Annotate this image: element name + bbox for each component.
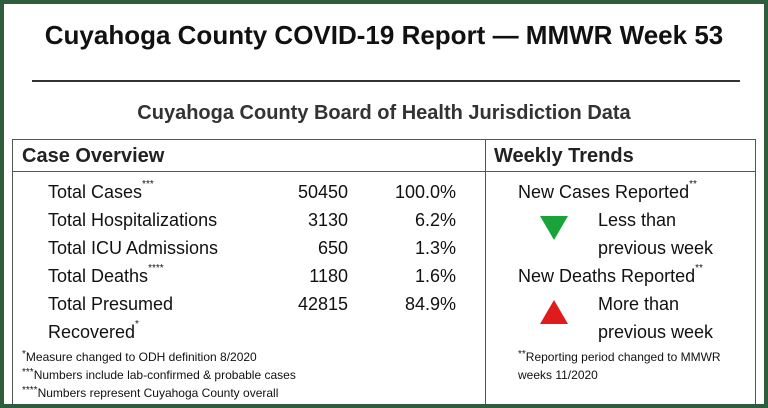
trend-arrow — [540, 300, 568, 324]
row-count: 650 — [317, 238, 348, 258]
row-count: 3130 — [307, 210, 348, 230]
title: Cuyahoga County COVID-19 Report — MMWR W… — [44, 20, 724, 50]
trend-triangle — [540, 216, 568, 240]
column-divider — [485, 139, 486, 404]
footnote-marker: *** — [22, 367, 34, 378]
footnote-marker: * — [22, 349, 26, 360]
section-heading: Weekly Trends — [494, 145, 634, 167]
row-count: 1180 — [309, 266, 348, 286]
row-percent: 84.9% — [404, 294, 456, 314]
footnote-marker: **** — [22, 385, 38, 396]
footnote-text: Measure changed to ODH definition 8/2020 — [25, 350, 257, 364]
row-label: Total Presumed Recovered* — [48, 290, 248, 346]
row-percent: 100.0% — [394, 182, 456, 202]
title-rule — [32, 80, 740, 82]
trend-label-text: New Deaths Reported — [518, 266, 696, 286]
footnote-marker: **** — [148, 263, 164, 274]
footnote-marker: *** — [142, 179, 154, 190]
trend-label-text: New Cases Reported — [518, 182, 690, 202]
row-label: Total ICU Admissions — [48, 234, 248, 262]
footnote: ****Numbers represent Cuyahoga County ov… — [22, 384, 278, 402]
trend-label: New Cases Reported** — [518, 178, 697, 206]
footnote: ***Numbers include lab-confirmed & proba… — [22, 366, 296, 384]
footnote-text: Numbers include lab-confirmed & probable… — [33, 368, 296, 382]
row-percent: 6.2% — [414, 210, 456, 230]
row-label-text: Total Presumed Recovered — [48, 294, 174, 342]
row-label-text: Total Deaths — [48, 266, 149, 286]
row-label-text: Total Hospitalizations — [48, 210, 218, 230]
footnote-text: Reporting period changed to MMWR weeks 1… — [518, 350, 721, 382]
row-label-text: Total Cases — [48, 182, 143, 202]
row-percent: 1.6% — [414, 266, 456, 286]
footnote: *Measure changed to ODH definition 8/202… — [22, 348, 257, 366]
row-label: Total Cases*** — [48, 178, 248, 206]
footnote-marker: * — [135, 319, 139, 330]
footnote: **Reporting period changed to MMWR weeks… — [518, 348, 748, 384]
footnote-text: Numbers represent Cuyahoga County overal… — [37, 386, 279, 400]
trend-label: New Deaths Reported** — [518, 262, 703, 290]
subtitle: Cuyahoga County Board of Health Jurisdic… — [137, 102, 631, 124]
footnote-marker: ** — [518, 349, 526, 360]
row-label-text: Total ICU Admissions — [48, 238, 219, 258]
footnote-marker: ** — [695, 263, 703, 274]
trend-triangle — [540, 300, 568, 324]
trend-text: Less than previous week — [598, 210, 714, 258]
row-label: Total Deaths**** — [48, 262, 248, 290]
row-percent: 1.3% — [414, 238, 456, 258]
table-frame — [12, 139, 756, 404]
row-count: 50450 — [297, 182, 348, 202]
row-label: Total Hospitalizations — [48, 206, 248, 234]
trend-arrow — [540, 216, 568, 240]
row-count: 42815 — [297, 294, 348, 314]
trend-text: More than previous week — [598, 294, 714, 342]
header-rule — [12, 171, 756, 172]
footnote-marker: ** — [689, 179, 697, 190]
section-heading: Case Overview — [22, 145, 165, 167]
